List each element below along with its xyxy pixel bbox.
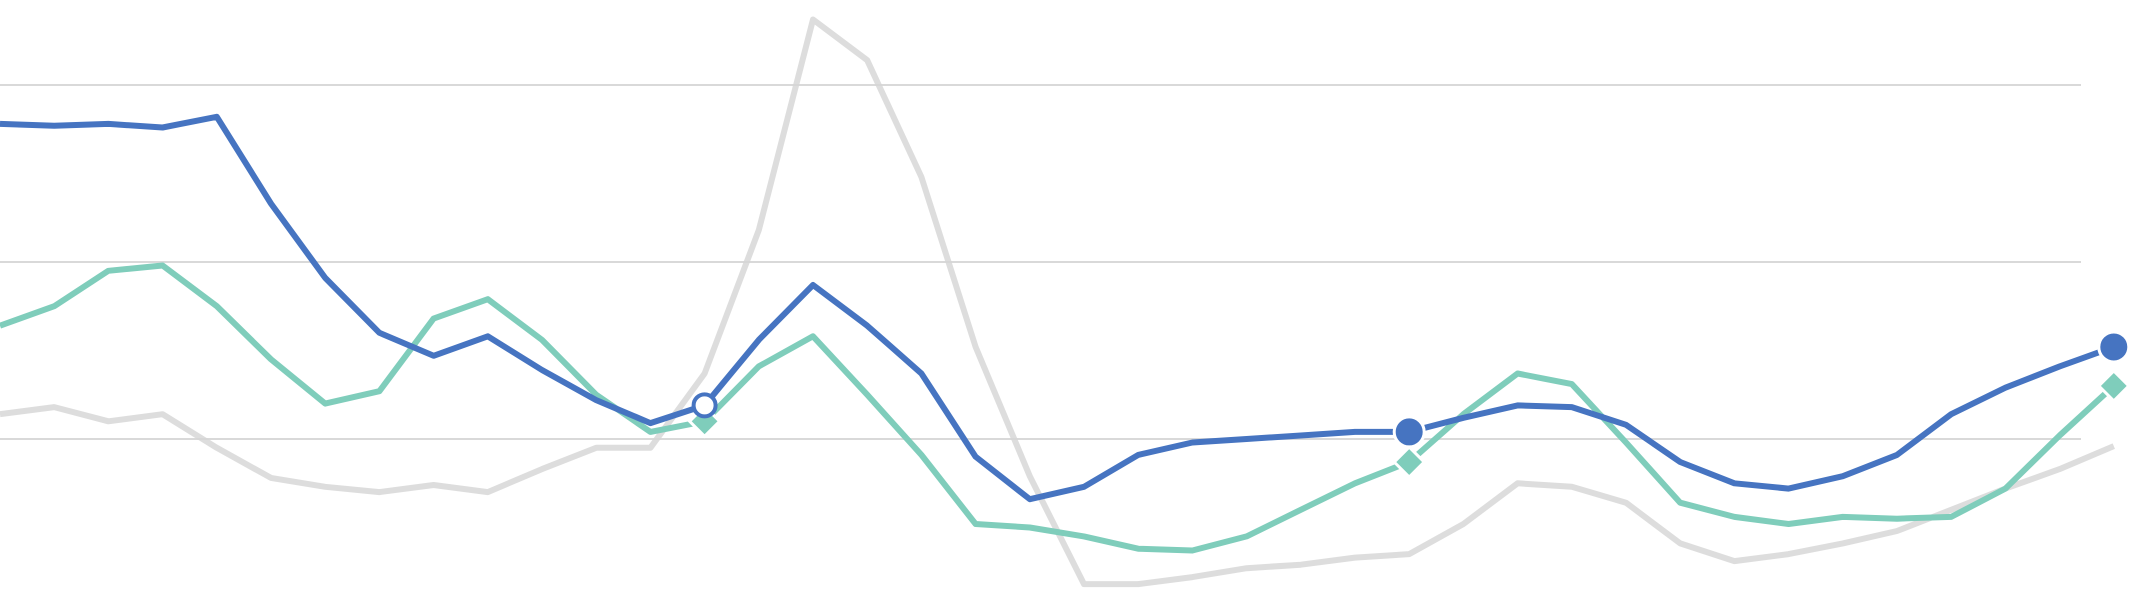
marker [1392, 415, 1426, 449]
line-series [0, 113, 2115, 503]
marker [691, 392, 718, 419]
marker [2096, 368, 2131, 404]
line-series [0, 262, 2116, 554]
marker [1392, 444, 1427, 480]
marker [2097, 330, 2131, 364]
line-series [0, 16, 2115, 588]
